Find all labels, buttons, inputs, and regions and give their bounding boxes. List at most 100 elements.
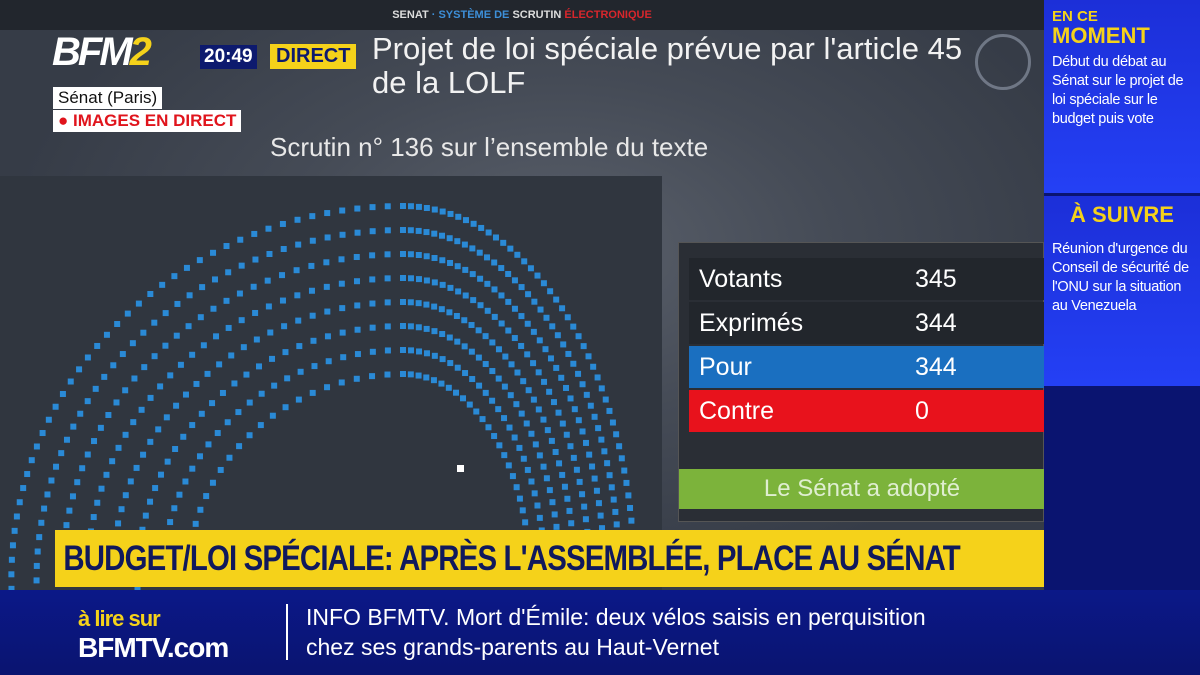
seat	[189, 351, 196, 358]
seat	[338, 379, 345, 386]
seat	[570, 323, 577, 330]
seat	[498, 265, 505, 272]
seat	[439, 208, 446, 215]
seat	[509, 473, 516, 480]
seat	[576, 478, 583, 485]
clock: 20:49	[200, 45, 257, 69]
seat	[484, 280, 491, 287]
seat	[252, 256, 259, 263]
seat	[610, 496, 617, 503]
promo-site[interactable]: BFMTV.com	[78, 632, 229, 663]
seat	[570, 360, 577, 367]
seat	[11, 527, 18, 534]
seat	[540, 463, 547, 470]
seat	[423, 229, 430, 236]
seat	[528, 430, 535, 437]
seat	[623, 479, 630, 486]
seat	[36, 534, 43, 541]
seat	[505, 298, 512, 305]
seat	[400, 371, 406, 377]
seat	[540, 416, 547, 423]
seat	[311, 363, 318, 370]
seat	[591, 475, 598, 482]
seat	[563, 431, 570, 438]
seat	[454, 364, 461, 371]
seat	[455, 213, 462, 220]
seat	[52, 403, 59, 410]
seat	[41, 505, 48, 512]
seat	[496, 442, 503, 449]
seat	[575, 333, 582, 340]
seat	[369, 276, 376, 283]
seat	[454, 338, 461, 345]
seat	[439, 331, 446, 338]
seat	[415, 324, 422, 331]
seat	[507, 392, 514, 399]
seat	[310, 337, 317, 344]
seat	[235, 409, 242, 416]
seat	[501, 452, 508, 459]
seat	[518, 410, 525, 417]
seat	[473, 408, 480, 415]
seat	[498, 292, 505, 299]
seat	[171, 505, 178, 512]
seat	[560, 341, 567, 348]
seat	[91, 438, 98, 445]
seat	[340, 354, 347, 361]
seat	[548, 437, 555, 444]
seat	[74, 479, 81, 486]
seat	[407, 275, 414, 282]
seat	[209, 479, 216, 486]
seat	[324, 384, 331, 391]
seat	[167, 519, 174, 526]
seat	[561, 483, 568, 490]
seat	[246, 399, 253, 406]
seat	[134, 584, 141, 590]
seat	[612, 508, 619, 515]
seat	[279, 297, 286, 304]
seat	[162, 342, 169, 349]
seat	[130, 419, 137, 426]
seat	[415, 276, 422, 283]
seat	[530, 360, 537, 367]
seat	[531, 298, 538, 305]
seat	[559, 471, 566, 478]
vote-results-panel: Votants 345 Exprimés 344 Pour 344 Contre 0 L…	[678, 242, 1045, 522]
seat	[550, 399, 557, 406]
seat	[586, 451, 593, 458]
seat	[531, 490, 538, 497]
seat	[513, 484, 520, 491]
seat	[541, 378, 548, 385]
seat	[551, 511, 558, 518]
seat	[353, 278, 360, 285]
seat	[527, 265, 534, 272]
seat	[579, 428, 586, 435]
seat	[525, 387, 532, 394]
seat	[180, 433, 187, 440]
seat	[236, 290, 243, 297]
seat	[339, 207, 346, 214]
seat	[423, 350, 430, 357]
seat	[295, 317, 302, 324]
seat	[94, 342, 101, 349]
seat	[33, 577, 40, 584]
vote-system-header: SENAT · SYSTÈME DE SCRUTIN ÉLECTRONIQUE	[0, 0, 1044, 30]
live-images-label: ● IMAGES EN DIRECT	[53, 110, 242, 132]
seat	[309, 213, 316, 220]
seat	[587, 402, 594, 409]
seat	[482, 333, 489, 340]
seat	[339, 329, 346, 336]
seat	[240, 344, 247, 351]
seat	[308, 287, 315, 294]
seat	[151, 319, 158, 326]
seat	[225, 269, 232, 276]
seat	[454, 238, 461, 245]
seat	[536, 337, 543, 344]
seat	[8, 571, 15, 578]
next-text: Réunion d'urgence du Conseil de sécurité…	[1052, 241, 1189, 314]
headline-banner: BUDGET/LOI SPÉCIALE: APRÈS L'ASSEMBLÉE, …	[55, 530, 1044, 587]
seat	[103, 331, 110, 338]
seat	[226, 454, 233, 461]
seat	[534, 502, 541, 509]
seat	[182, 391, 189, 398]
